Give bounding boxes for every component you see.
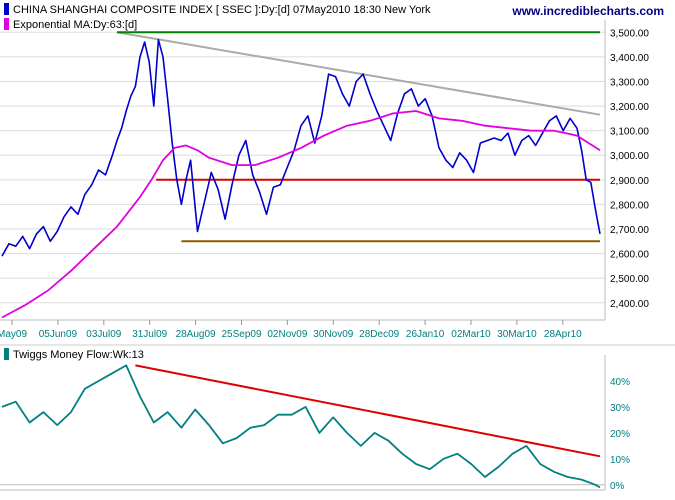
price-y-tick-labels: 2,400.00 2,500.00 2,600.00 2,700.00 2,800.00…: [610, 28, 649, 309]
price-x-tick-label: 30Nov09: [313, 329, 353, 340]
tmf-reference-lines: [0, 364, 605, 486]
price-series-line: [1, 38, 601, 257]
ema-series-line: [1, 110, 601, 319]
tmf-legend-swatch: [4, 348, 9, 360]
price-series-group: [1, 38, 601, 319]
price-x-tick-label: 02Nov09: [267, 329, 307, 340]
price-x-tick-label: 28Dec09: [359, 329, 399, 340]
price-y-tick-label: 3,300.00: [610, 77, 649, 88]
tmf-y-tick-label: 0%: [610, 481, 625, 492]
watermark: www.incrediblecharts.com: [511, 4, 664, 18]
ema-legend-swatch: [4, 18, 9, 30]
price-legend-label: CHINA SHANGHAI COMPOSITE INDEX [ SSEC ]:…: [13, 4, 431, 16]
price-legend: CHINA SHANGHAI COMPOSITE INDEX [ SSEC ]:…: [4, 3, 431, 31]
price-legend-swatch: [4, 3, 9, 15]
price-y-tick-label: 3,200.00: [610, 102, 649, 113]
price-y-tick-label: 3,100.00: [610, 127, 649, 138]
price-x-tick-label: 31Jul09: [132, 329, 167, 340]
price-y-tick-label: 2,800.00: [610, 200, 649, 211]
tmf-legend: Twiggs Money Flow:Wk:13: [4, 348, 144, 361]
price-x-tick-label: 02Mar10: [451, 329, 491, 340]
tmf-series-line: [1, 364, 601, 489]
price-y-tick-label: 3,400.00: [610, 53, 649, 64]
price-y-tick-label: 2,500.00: [610, 274, 649, 285]
price-x-tick-label: 05Jun09: [39, 329, 78, 340]
trend-gray-line: [116, 31, 601, 116]
price-y-tick-label: 2,400.00: [610, 299, 649, 310]
price-y-tick-label: 3,500.00: [610, 28, 649, 39]
price-x-tick-label: May09: [0, 329, 27, 340]
tmf-y-tick-label: 30%: [610, 403, 630, 414]
price-y-tick-label: 2,700.00: [610, 225, 649, 236]
price-x-tick-label: 03Jul09: [86, 329, 121, 340]
price-reference-lines: [116, 31, 601, 243]
price-x-tick-label: 26Jan10: [406, 329, 445, 340]
tmf-y-tick-label: 20%: [610, 429, 630, 440]
price-y-tick-label: 2,900.00: [610, 176, 649, 187]
price-y-tick-label: 2,600.00: [610, 250, 649, 261]
ema-legend-label: Exponential MA:Dy:63:[d]: [13, 19, 137, 31]
price-y-tick-label: 3,000.00: [610, 151, 649, 162]
price-x-tick-labels: May09 05Jun09 03Jul09 31Jul09 28Aug09 25Sep09…: [0, 320, 582, 340]
tmf-series-group: [1, 364, 601, 489]
price-x-tick-label: 28Apr10: [544, 329, 582, 340]
tmf-y-tick-labels: 0% 10% 20% 30% 40%: [610, 377, 630, 492]
price-x-tick-label: 25Sep09: [221, 329, 261, 340]
price-panel: 2,400.00 2,500.00 2,600.00 2,700.00 2,800.00…: [0, 3, 664, 340]
tmf-legend-label: Twiggs Money Flow:Wk:13: [13, 349, 144, 361]
price-x-tick-label: 30Mar10: [497, 329, 537, 340]
tmf-trend-red-line: [135, 364, 601, 458]
tmf-panel: 0% 10% 20% 30% 40% Twiggs Money Flow:Wk:13: [0, 344, 675, 492]
price-x-tick-label: 28Aug09: [176, 329, 216, 340]
tmf-y-tick-label: 10%: [610, 455, 630, 466]
tmf-y-tick-label: 40%: [610, 377, 630, 388]
